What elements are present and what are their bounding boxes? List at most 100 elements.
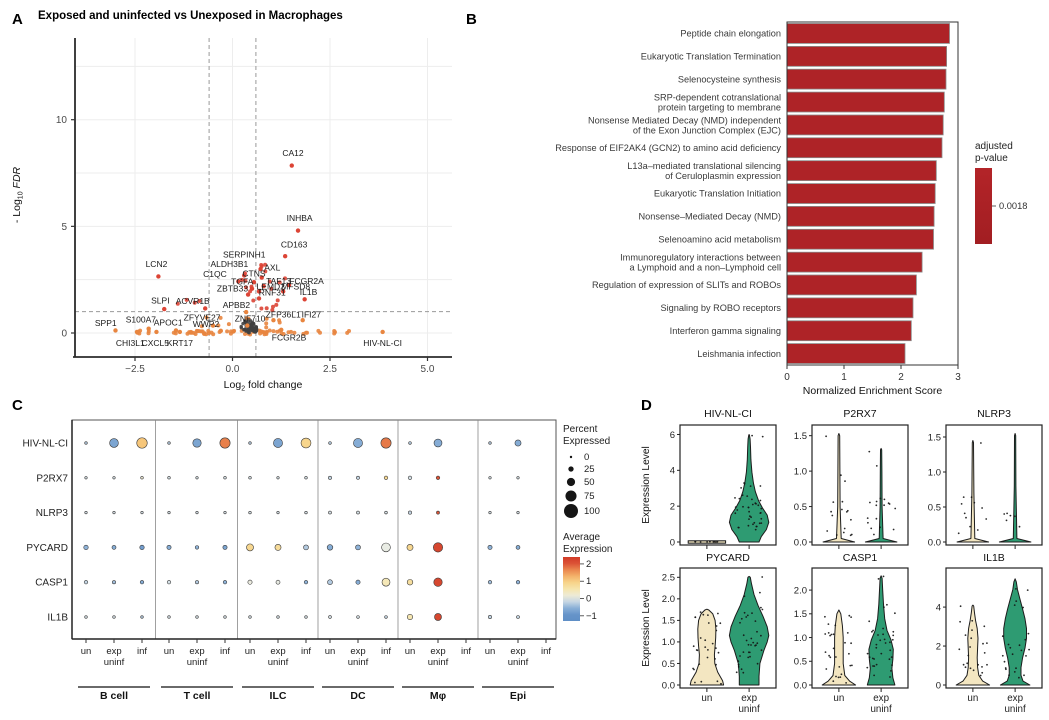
svg-text:1.0: 1.0 [662, 637, 675, 648]
svg-text:inf: inf [541, 646, 551, 657]
svg-text:1.0: 1.0 [794, 466, 807, 477]
svg-text:un: un [245, 646, 256, 657]
svg-text:LEMD2: LEMD2 [257, 281, 286, 291]
svg-text:Interferon gamma signaling: Interferon gamma signaling [670, 326, 781, 336]
svg-text:0.0: 0.0 [928, 537, 941, 548]
svg-text:0: 0 [784, 372, 790, 383]
svg-text:CASP1: CASP1 [35, 578, 68, 589]
volcano-y-axis-title: - Log10 FDR [11, 166, 25, 223]
svg-text:ILC: ILC [270, 690, 287, 702]
svg-text:HIV-NL-CI: HIV-NL-CI [363, 338, 402, 348]
svg-text:Normalized Enrichment Score: Normalized Enrichment Score [803, 385, 943, 397]
svg-text:uninf: uninf [187, 657, 208, 668]
svg-text:TGFA: TGFA [231, 276, 254, 286]
svg-text:Eukaryotic Translation Termina: Eukaryotic Translation Termination [641, 52, 781, 62]
svg-text:1.5: 1.5 [794, 431, 807, 442]
svg-text:L13a–mediated translational si: L13a–mediated translational silencing [627, 161, 781, 171]
svg-text:CASP1: CASP1 [843, 552, 878, 564]
svg-text:inf: inf [137, 646, 147, 657]
svg-text:RNF31: RNF31 [259, 288, 286, 298]
svg-text:un: un [967, 693, 978, 704]
enrichment-axes: 0 1 2 3 Normalized Enrichment Score [784, 21, 961, 397]
svg-text:0: 0 [61, 329, 67, 340]
svg-text:LCN2: LCN2 [146, 259, 168, 269]
svg-text:IFI27: IFI27 [302, 310, 322, 320]
volcano-title: Exposed and uninfected vs Unexposed in M… [38, 10, 343, 22]
svg-text:SPP1: SPP1 [95, 318, 117, 328]
svg-text:5: 5 [61, 222, 67, 233]
svg-text:inf: inf [220, 646, 230, 657]
svg-text:25: 25 [584, 464, 595, 475]
svg-text:SLPI: SLPI [151, 296, 169, 306]
svg-text:0.5: 0.5 [794, 502, 807, 513]
svg-text:ZFP36L1: ZFP36L1 [266, 310, 301, 320]
svg-text:ZFYVE27: ZFYVE27 [184, 313, 221, 323]
svg-text:exp: exp [873, 693, 889, 704]
svg-text:3: 3 [955, 372, 961, 383]
svg-text:0: 0 [936, 680, 941, 691]
svg-text:IL1B: IL1B [983, 552, 1005, 564]
svg-text:1.5: 1.5 [662, 616, 675, 627]
svg-text:a Lymphoid and a non–Lymphoid: a Lymphoid and a non–Lymphoid cell [629, 263, 781, 273]
svg-text:2.0: 2.0 [662, 594, 675, 605]
svg-text:Epi: Epi [510, 690, 526, 702]
svg-text:uninf: uninf [738, 704, 760, 715]
svg-text:of Ceruloplasmin expression: of Ceruloplasmin expression [665, 171, 781, 181]
svg-text:HIV-NL-CI: HIV-NL-CI [704, 408, 752, 420]
svg-text:0.5: 0.5 [928, 502, 941, 513]
svg-text:p-value: p-value [975, 153, 1008, 164]
svg-text:un: un [81, 646, 92, 657]
svg-text:Average: Average [563, 532, 601, 543]
svg-text:un: un [405, 646, 416, 657]
svg-text:NLRP3: NLRP3 [36, 508, 69, 519]
svg-text:exp: exp [106, 646, 121, 657]
svg-text:2: 2 [670, 501, 675, 512]
svg-text:uninf: uninf [268, 657, 289, 668]
svg-text:Eukaryotic Translation Initiat: Eukaryotic Translation Initiation [654, 189, 781, 199]
svg-text:IL1B: IL1B [300, 287, 318, 297]
svg-text:0.0: 0.0 [662, 680, 675, 691]
panel-b-label: B [466, 11, 477, 28]
svg-text:uninf: uninf [428, 657, 449, 668]
svg-text:Percent: Percent [563, 424, 598, 435]
svg-text:HIV-NL-CI: HIV-NL-CI [22, 439, 68, 450]
svg-text:2: 2 [898, 372, 904, 383]
svg-text:1: 1 [841, 372, 847, 383]
svg-text:2.0: 2.0 [794, 585, 807, 596]
svg-text:of the Exon Junction Complex (: of the Exon Junction Complex (EJC) [633, 125, 781, 135]
svg-text:2: 2 [936, 641, 941, 652]
svg-text:CXCL5: CXCL5 [142, 338, 170, 348]
svg-text:Mφ: Mφ [430, 690, 447, 702]
svg-text:C1QC: C1QC [203, 269, 227, 279]
panel-a-label: A [12, 11, 23, 28]
svg-text:Expression Level: Expression Level [641, 589, 652, 667]
svg-text:uninf: uninf [1004, 704, 1026, 715]
svg-text:exp: exp [189, 646, 204, 657]
dotplot-gene-labels: HIV-NL-CI P2RX7 NLRP3 PYCARD CASP1 IL1B [22, 439, 68, 624]
svg-text:un: un [701, 693, 712, 704]
svg-text:100: 100 [584, 506, 600, 517]
svg-text:1.5: 1.5 [928, 432, 941, 443]
svg-text:APOC1: APOC1 [154, 318, 183, 328]
svg-text:DC: DC [350, 690, 366, 702]
svg-text:5.0: 5.0 [421, 364, 435, 375]
svg-text:uninf: uninf [104, 657, 125, 668]
svg-text:Selenoamino acid metabolism: Selenoamino acid metabolism [658, 234, 781, 244]
svg-text:KRT17: KRT17 [167, 338, 194, 348]
svg-text:FCGR2B: FCGR2B [272, 332, 307, 342]
svg-text:inf: inf [381, 646, 391, 657]
svg-text:protein targeting to membrane: protein targeting to membrane [658, 102, 781, 112]
svg-text:−2.5: −2.5 [125, 364, 145, 375]
svg-text:4: 4 [670, 466, 675, 477]
svg-text:CD163: CD163 [281, 240, 308, 250]
svg-text:1.5: 1.5 [794, 609, 807, 620]
svg-text:Nonsense–Mediated Decay (NMD): Nonsense–Mediated Decay (NMD) [639, 212, 781, 222]
svg-text:50: 50 [584, 477, 595, 488]
svg-text:ZNF710: ZNF710 [235, 313, 266, 323]
svg-text:CA12: CA12 [282, 148, 304, 158]
svg-text:2: 2 [586, 559, 591, 570]
svg-text:S100A7: S100A7 [126, 314, 157, 324]
svg-text:adjusted: adjusted [975, 141, 1013, 152]
svg-text:MFSD8: MFSD8 [281, 281, 310, 291]
